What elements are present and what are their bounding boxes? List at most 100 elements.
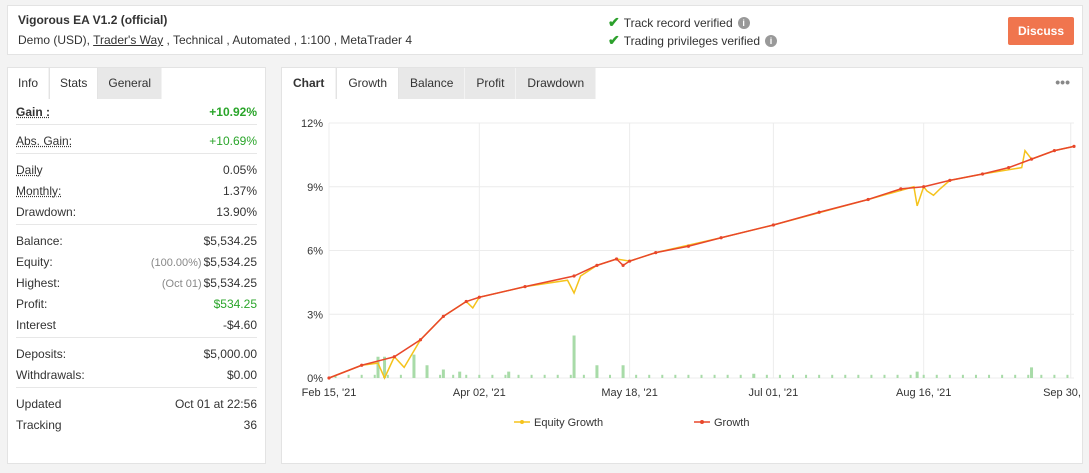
y-tick-label: 0% <box>307 373 323 385</box>
stat-interest: Interest -$4.60 <box>16 314 257 335</box>
discuss-button[interactable]: Discuss <box>1008 17 1074 45</box>
stat-monthly: Monthly: 1.37% <box>16 180 257 201</box>
legend-label: Growth <box>714 417 749 429</box>
activity-bar <box>569 374 572 378</box>
stat-label[interactable]: Gain : <box>16 104 51 119</box>
x-tick-label: Sep 30, '21 <box>1043 387 1082 399</box>
stat-note: (Oct 01) <box>161 277 202 290</box>
activity-bar <box>909 374 912 378</box>
stat-equity: Equity: (100.00%) $5,534.25 <box>16 251 257 272</box>
activity-bar <box>1053 374 1056 378</box>
stat-value: +10.69% <box>209 133 257 148</box>
info-icon[interactable]: i <box>737 16 750 29</box>
growth-point <box>621 263 625 267</box>
legend-marker <box>700 420 704 424</box>
chart-legend: Equity Growth Growth <box>514 417 749 429</box>
stat-daily: Daily 0.05% <box>16 159 257 180</box>
chart-tabs-label: Chart <box>282 68 337 99</box>
activity-bar <box>507 371 511 378</box>
stat-amount: $5,534.25 <box>203 254 257 269</box>
stat-label: Updated <box>16 396 62 411</box>
stat-profit: Profit: $534.25 <box>16 293 257 314</box>
stat-value: -$4.60 <box>222 317 257 332</box>
more-options-icon[interactable]: ••• <box>1055 74 1070 90</box>
stat-label: Drawdown: <box>16 204 77 219</box>
stat-label: Interest <box>16 317 57 332</box>
meta-suffix: , Technical , Automated , 1:100 , MetaTr… <box>163 33 413 47</box>
growth-point <box>948 178 952 182</box>
growth-point <box>572 274 576 278</box>
stat-abs-gain: Abs. Gain: +10.69% <box>16 130 257 151</box>
growth-point <box>1072 144 1076 148</box>
stat-value: (100.00%) $5,534.25 <box>151 255 257 269</box>
growth-point <box>614 257 619 261</box>
stat-label: Deposits: <box>16 346 67 361</box>
tab-stats[interactable]: Stats <box>49 68 99 99</box>
activity-bar <box>915 371 919 378</box>
activity-bar <box>1030 367 1034 378</box>
activity-bar <box>530 374 533 378</box>
stat-value: $5,534.25 <box>203 233 257 248</box>
activity-bar <box>399 374 402 378</box>
growth-point <box>654 251 658 255</box>
stat-withdrawals: Withdrawals: $0.00 <box>16 364 257 385</box>
activity-bar <box>572 335 576 378</box>
stat-value: 1.37% <box>222 183 257 198</box>
stat-value: Oct 01 at 22:56 <box>174 396 257 411</box>
broker-link[interactable]: Trader's Way <box>93 33 164 47</box>
activity-bar <box>465 374 468 378</box>
activity-bar <box>948 374 951 378</box>
info-icon[interactable]: i <box>765 34 778 47</box>
checkmark-icon: ✔ <box>608 14 620 30</box>
activity-bar <box>478 374 481 378</box>
activity-bar <box>383 356 387 378</box>
stat-value: $5,000.00 <box>203 346 257 361</box>
stat-tracking: Tracking 36 <box>16 414 257 435</box>
growth-point <box>980 172 985 176</box>
tab-profit[interactable]: Profit <box>465 68 517 99</box>
growth-point <box>628 259 632 263</box>
activity-bar <box>360 374 363 378</box>
activity-bar <box>376 356 380 378</box>
stat-deposits: Deposits: $5,000.00 <box>16 343 257 364</box>
activity-bar <box>961 374 964 378</box>
tab-drawdown[interactable]: Drawdown <box>516 68 597 99</box>
growth-point <box>771 223 775 227</box>
activity-bar <box>870 374 873 378</box>
tab-info[interactable]: Info <box>8 68 50 99</box>
stat-label[interactable]: Abs. Gain: <box>16 133 73 148</box>
growth-point <box>360 363 364 367</box>
legend-marker <box>520 420 524 424</box>
activity-bar <box>818 374 821 378</box>
activity-bar <box>622 374 625 378</box>
stat-balance: Balance: $5,534.25 <box>16 230 257 251</box>
activity-bar <box>935 374 938 378</box>
y-tick-label: 3% <box>307 309 323 321</box>
growth-point <box>477 295 481 299</box>
stat-label[interactable]: Monthly: <box>16 183 62 198</box>
growth-point <box>1007 166 1011 170</box>
activity-bar <box>883 374 886 378</box>
activity-bar <box>831 374 834 378</box>
activity-bar <box>441 369 445 378</box>
activity-bar <box>805 374 808 378</box>
chart-panel: Chart Growth Balance Profit Drawdown •••… <box>281 67 1083 464</box>
x-tick-label: Jul 01, '21 <box>748 387 798 399</box>
y-tick-label: 12% <box>301 118 323 130</box>
activity-bar <box>458 371 462 378</box>
growth-point <box>899 187 903 191</box>
activity-bar <box>517 374 520 378</box>
tab-balance[interactable]: Balance <box>399 68 466 99</box>
growth-point <box>922 185 926 189</box>
activity-bar <box>1001 374 1004 378</box>
tab-general[interactable]: General <box>98 68 163 99</box>
stat-value: $534.25 <box>213 296 257 311</box>
stat-label[interactable]: Daily <box>16 162 43 177</box>
tab-growth[interactable]: Growth <box>336 68 400 99</box>
stat-value: $0.00 <box>226 367 257 382</box>
activity-bar <box>674 374 677 378</box>
activity-bar <box>386 374 389 378</box>
activity-bar <box>752 374 755 378</box>
activity-bar <box>412 354 416 378</box>
activity-bar <box>452 374 455 378</box>
